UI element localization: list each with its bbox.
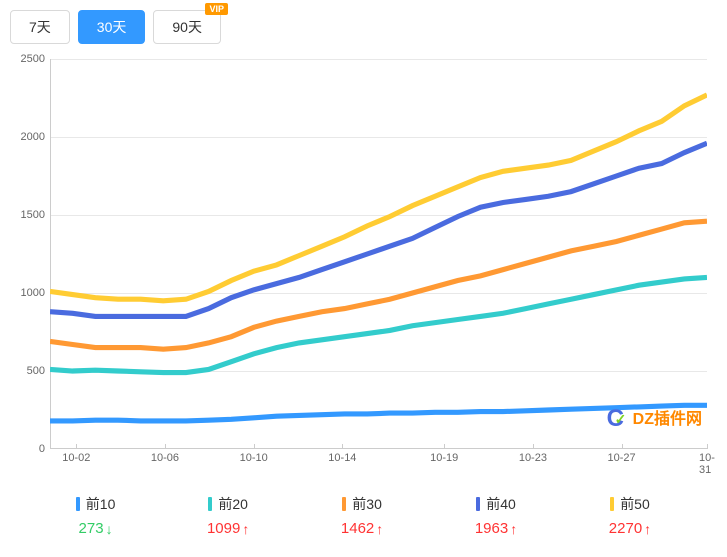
arrow-up-icon: ↑	[644, 521, 651, 537]
legend-label-text: 前10	[86, 494, 116, 514]
legend-color-bar	[76, 497, 80, 511]
legend-color-bar	[208, 497, 212, 511]
x-tick-mark	[622, 444, 623, 449]
y-tick-label: 0	[39, 443, 45, 455]
legend-label: 前40	[475, 494, 517, 514]
x-tick-mark	[165, 444, 166, 449]
x-tick-mark	[342, 444, 343, 449]
legend-label-text: 前50	[620, 494, 650, 514]
legend-item-4: 前50 2270↑	[609, 494, 651, 537]
watermark: C ✓ DZ插件网	[607, 405, 702, 429]
series-前50	[50, 95, 707, 301]
legend-item-1: 前20 1099↑	[207, 494, 249, 537]
legend-label-text: 前30	[352, 494, 382, 514]
legend-label-text: 前20	[218, 494, 248, 514]
legend-label: 前20	[207, 494, 249, 514]
legend-color-bar	[342, 497, 346, 511]
y-tick-label: 2500	[21, 53, 45, 65]
x-tick-label: 10-14	[328, 452, 356, 464]
tab-0[interactable]: 7天	[10, 10, 70, 44]
line-chart: 05001000150020002500 10-0210-0610-1010-1…	[50, 59, 707, 449]
legend-value: 2270↑	[609, 520, 651, 537]
legend-label: 前30	[341, 494, 383, 514]
x-tick-mark	[76, 444, 77, 449]
x-tick-label: 10-02	[62, 452, 90, 464]
arrow-up-icon: ↑	[510, 521, 517, 537]
legend-color-bar	[476, 497, 480, 511]
legend-value-text: 1462	[341, 520, 374, 537]
x-tick-label: 10-23	[519, 452, 547, 464]
legend-item-3: 前40 1963↑	[475, 494, 517, 537]
x-tick-mark	[533, 444, 534, 449]
legend-item-0: 前10 273↓	[76, 494, 116, 537]
x-tick-label: 10-31	[699, 452, 715, 476]
legend-value-text: 1963	[475, 520, 508, 537]
y-tick-label: 1000	[21, 287, 45, 299]
x-tick-mark	[444, 444, 445, 449]
arrow-up-icon: ↑	[376, 521, 383, 537]
y-tick-label: 500	[27, 365, 45, 377]
legend-color-bar	[610, 497, 614, 511]
tab-2[interactable]: 90天VIP	[153, 10, 221, 44]
legend-value: 1462↑	[341, 520, 383, 537]
legend-value-text: 273	[79, 520, 104, 537]
x-tick-label: 10-10	[240, 452, 268, 464]
legend-value: 1963↑	[475, 520, 517, 537]
tab-1[interactable]: 30天	[78, 10, 146, 44]
legend-value-text: 2270	[609, 520, 642, 537]
legend: 前10273↓前201099↑前301462↑前401963↑前502270↑	[10, 484, 717, 547]
y-tick-label: 1500	[21, 209, 45, 221]
arrow-up-icon: ↑	[242, 521, 249, 537]
series-前20	[50, 277, 707, 372]
legend-item-2: 前30 1462↑	[341, 494, 383, 537]
arrow-down-icon: ↓	[106, 521, 113, 537]
legend-label: 前10	[76, 494, 116, 514]
x-tick-label: 10-19	[430, 452, 458, 464]
legend-value: 273↓	[76, 520, 116, 537]
vip-badge: VIP	[205, 3, 228, 15]
legend-label-text: 前40	[486, 494, 516, 514]
y-tick-label: 2000	[21, 131, 45, 143]
x-axis: 10-0210-0610-1010-1410-1910-2310-2710-31	[50, 449, 707, 469]
chart-lines	[50, 59, 707, 449]
legend-value-text: 1099	[207, 520, 240, 537]
watermark-text: DZ插件网	[633, 405, 702, 429]
legend-value: 1099↑	[207, 520, 249, 537]
x-tick-label: 10-27	[608, 452, 636, 464]
x-tick-label: 10-06	[151, 452, 179, 464]
x-tick-mark	[254, 444, 255, 449]
y-axis: 05001000150020002500	[10, 59, 50, 449]
x-tick-mark	[707, 444, 708, 449]
legend-label: 前50	[609, 494, 651, 514]
watermark-icon: C ✓	[607, 405, 631, 429]
time-range-tabs: 7天30天90天VIP	[10, 10, 717, 44]
